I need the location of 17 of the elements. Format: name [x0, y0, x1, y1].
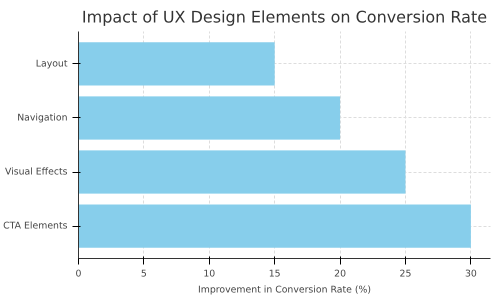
x-tick-label: 10: [203, 268, 216, 280]
y-tick-label: CTA Elements: [3, 220, 68, 232]
y-tick-label: Layout: [36, 58, 68, 70]
x-tick-label: 15: [268, 268, 281, 280]
x-axis-title: Improvement in Conversion Rate (%): [198, 284, 371, 296]
bar: [78, 204, 471, 248]
y-tick-label: Visual Effects: [4, 166, 68, 178]
chart-title: Impact of UX Design Elements on Conversion Rate: [82, 8, 488, 26]
bar: [78, 96, 340, 140]
bar: [78, 150, 406, 194]
x-tick-label: 0: [76, 268, 82, 280]
x-tick-label: 25: [400, 268, 412, 280]
y-tick-label: Navigation: [17, 112, 68, 124]
x-tick-label: 5: [140, 268, 147, 280]
bar: [78, 42, 275, 86]
x-tick-label: 30: [464, 268, 477, 280]
x-tick-label: 20: [334, 268, 346, 280]
